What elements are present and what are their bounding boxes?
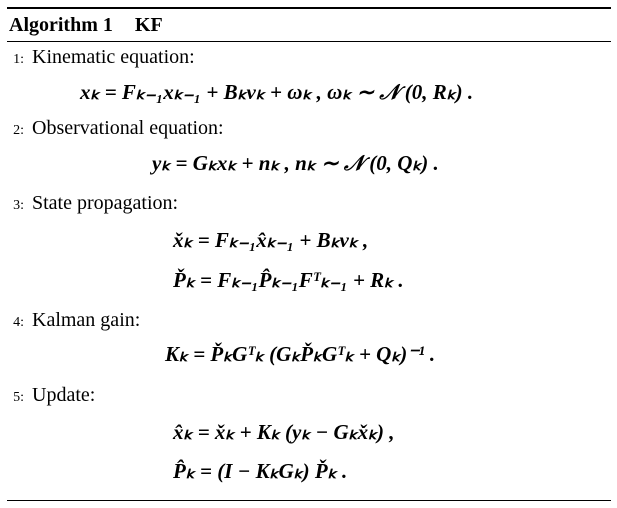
algorithm-name: KF [134,14,163,36]
step-1: 1: Kinematic equation: [0,46,195,69]
line-number: 2: [13,123,24,138]
step-title: Kinematic equation: [32,46,195,68]
step-2: 2: Observational equation: [0,117,224,140]
top-rule [7,7,611,9]
line-number: 1: [13,52,24,67]
state-propagation-equation: x̌ₖ = Fₖ₋₁x̂ₖ₋₁ + Bₖvₖ , [173,228,369,252]
kalman-gain-equation: Kₖ = P̌ₖGᵀₖ (GₖP̌ₖGᵀₖ + Qₖ)⁻¹ . [165,342,436,366]
line-number: 4: [13,315,24,330]
observational-equation: yₖ = Gₖxₖ + nₖ , nₖ ∼ 𝒩 (0, Qₖ) . [152,151,439,175]
algorithm-header: Algorithm 1 KF [9,14,163,37]
line-number: 3: [13,198,24,213]
kinematic-equation: xₖ = Fₖ₋₁xₖ₋₁ + Bₖvₖ + ωₖ , ωₖ ∼ 𝒩 (0, R… [80,80,474,104]
covariance-propagation-equation: P̌ₖ = Fₖ₋₁P̂ₖ₋₁Fᵀₖ₋₁ + Rₖ . [173,268,404,292]
header-rule [7,41,611,42]
step-3: 3: State propagation: [0,192,178,215]
step-title: Kalman gain: [32,309,141,331]
line-number: 5: [13,390,24,405]
step-title: Observational equation: [32,117,224,139]
step-5: 5: Update: [0,384,95,407]
covariance-update-equation: P̂ₖ = (I − KₖGₖ) P̌ₖ . [173,459,348,483]
state-update-equation: x̂ₖ = x̌ₖ + Kₖ (yₖ − Gₖx̌ₖ) , [173,420,395,444]
step-4: 4: Kalman gain: [0,309,140,332]
algorithm-label: Algorithm 1 [9,14,113,36]
step-title: Update: [32,384,96,406]
step-title: State propagation: [32,192,179,214]
bottom-rule [7,500,611,501]
